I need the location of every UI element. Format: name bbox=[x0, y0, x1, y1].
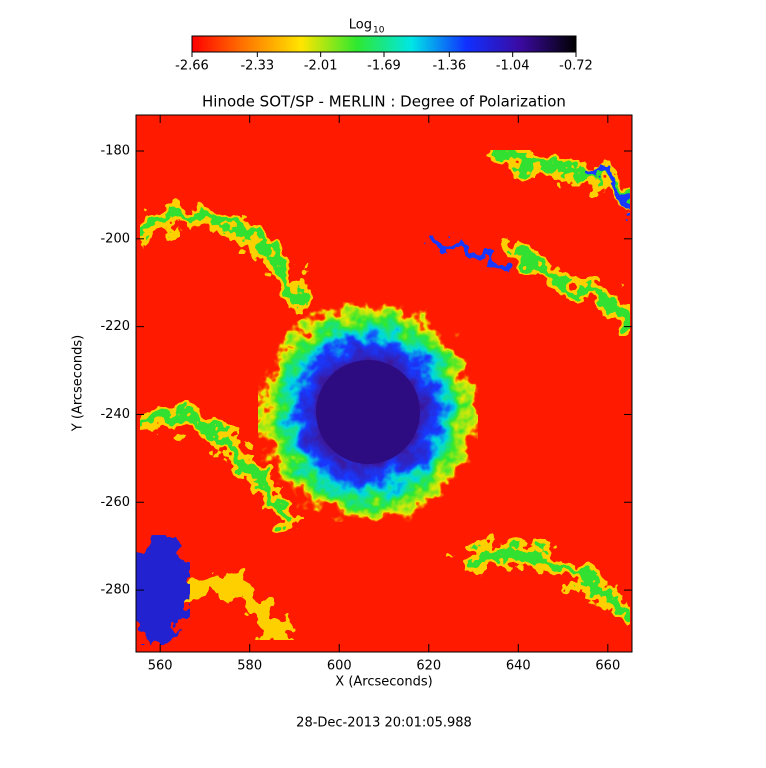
colorbar-tick-label: -1.36 bbox=[432, 59, 466, 74]
y-tick-label: -260 bbox=[100, 495, 130, 510]
colorbar-tick-label: -2.66 bbox=[175, 59, 209, 74]
colorbar bbox=[191, 35, 577, 53]
y-tick-label: -200 bbox=[100, 231, 130, 246]
y-tick-label: -240 bbox=[100, 407, 130, 422]
timestamp: 28-Dec-2013 20:01:05.988 bbox=[296, 716, 472, 731]
colorbar-label: Log bbox=[349, 18, 372, 33]
colorbar-tick-label: -1.69 bbox=[367, 59, 401, 74]
colorbar-tick-label: -1.04 bbox=[496, 59, 530, 74]
x-tick-label: 620 bbox=[416, 659, 441, 674]
y-tick-label: -180 bbox=[100, 144, 130, 159]
x-tick-label: 660 bbox=[595, 659, 620, 674]
colorbar-tick-label: -0.72 bbox=[559, 59, 593, 74]
x-tick-label: 600 bbox=[327, 659, 352, 674]
y-tick-label: -280 bbox=[100, 583, 130, 598]
x-axis-label: X (Arcseconds) bbox=[335, 675, 432, 690]
colorbar-label-sub: 10 bbox=[373, 26, 385, 36]
y-tick-label: -220 bbox=[100, 319, 130, 334]
x-tick-label: 560 bbox=[148, 659, 173, 674]
colorbar-tick-label: -2.33 bbox=[240, 59, 274, 74]
y-axis-label: Y (Arcseconds) bbox=[71, 335, 86, 432]
x-tick-label: 640 bbox=[506, 659, 531, 674]
colorbar-tick-label: -2.01 bbox=[304, 59, 338, 74]
chart-title: Hinode SOT/SP - MERLIN : Degree of Polar… bbox=[202, 93, 566, 111]
heatmap-image bbox=[136, 115, 632, 652]
x-tick-label: 580 bbox=[237, 659, 262, 674]
plot-frame bbox=[135, 114, 633, 653]
